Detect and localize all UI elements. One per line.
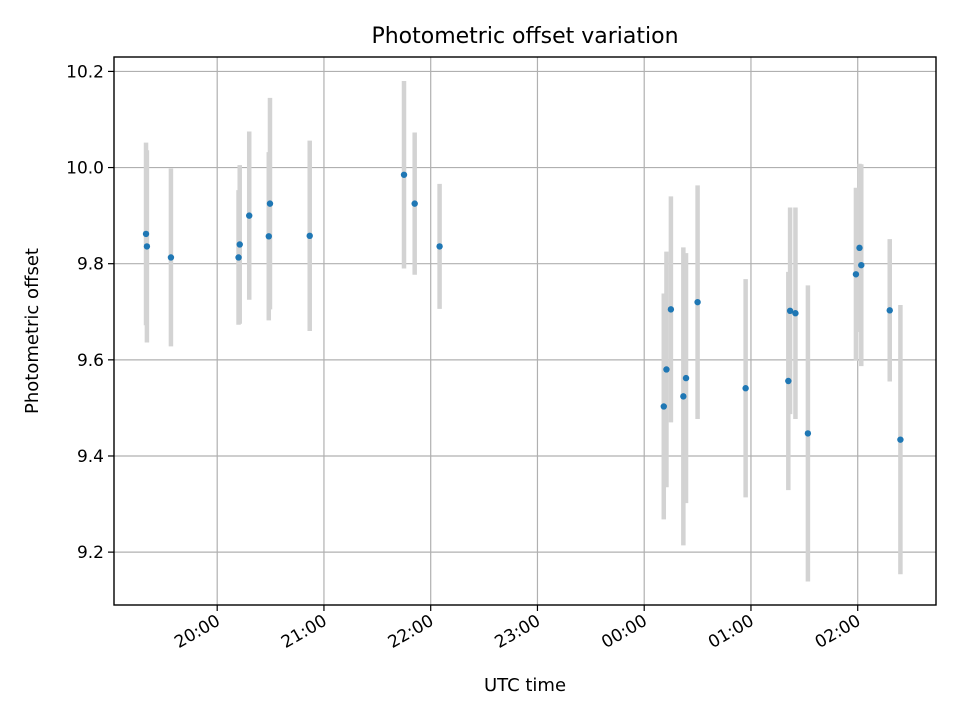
data-point [660, 403, 667, 410]
y-tick-label: 10.2 [66, 62, 104, 82]
data-point [236, 241, 243, 248]
data-point [694, 298, 701, 306]
data-point [858, 261, 865, 269]
data-point [886, 307, 893, 314]
y-tick-label: 9.4 [77, 447, 104, 467]
data-point [792, 310, 799, 317]
y-tick-label: 9.2 [77, 543, 104, 563]
y-tick-label: 10.0 [66, 159, 104, 179]
data-point [852, 271, 860, 278]
data-point [436, 243, 443, 250]
y-tick-label: 9.6 [77, 351, 104, 371]
data-point [804, 430, 812, 437]
data-point [411, 200, 418, 207]
data-point [167, 254, 175, 261]
data-point [785, 377, 792, 385]
data-point [680, 393, 687, 400]
data-point [143, 243, 151, 250]
plot-frame [113, 56, 937, 606]
data-point [265, 233, 272, 240]
data-point [663, 366, 670, 373]
plot-area-background [114, 57, 936, 605]
data-point [306, 232, 313, 240]
data-point [400, 171, 408, 178]
y-axis-ticks: 9.2 9.4 9.6 9.8 10.0 10.2 [66, 62, 114, 563]
data-point [897, 436, 904, 443]
y-tick-label: 9.8 [77, 255, 104, 275]
data-point [235, 254, 242, 261]
x-axis-label: UTC time [484, 675, 566, 696]
data-point [786, 307, 794, 315]
chart-title: Photometric offset variation [371, 24, 678, 49]
data-points [142, 171, 904, 443]
data-point [246, 212, 253, 219]
data-point [667, 306, 675, 313]
data-point [142, 230, 150, 238]
grid [114, 57, 936, 605]
y-axis-label: Photometric offset [22, 248, 43, 414]
data-point [742, 385, 749, 392]
data-point [856, 244, 863, 252]
data-point [266, 200, 274, 207]
data-point [682, 374, 690, 382]
